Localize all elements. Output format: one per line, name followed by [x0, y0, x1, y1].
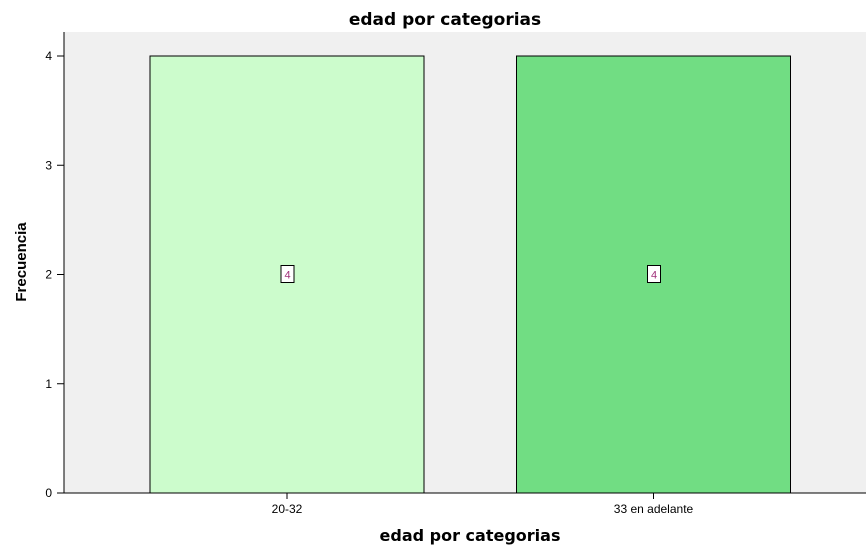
x-tick-label: 33 en adelante: [614, 502, 694, 516]
data-label: 4: [284, 270, 290, 282]
y-tick-label: 2: [45, 268, 52, 282]
x-tick-label: 20-32: [272, 502, 303, 516]
x-axis-title: edad por categorias: [380, 526, 561, 545]
y-tick-label: 1: [45, 377, 52, 391]
data-label: 4: [651, 270, 657, 282]
y-tick-label: 0: [45, 486, 52, 500]
y-tick-label: 4: [45, 49, 52, 63]
x-axis-ticks: 20-32 33 en adelante: [272, 493, 694, 516]
chart-title: edad por categorias: [349, 10, 541, 30]
y-tick-label: 3: [45, 158, 52, 172]
y-axis-ticks: 0 1 2 3 4: [45, 49, 64, 500]
y-axis-title: Frecuencia: [13, 222, 30, 302]
data-label-box: [647, 265, 661, 283]
data-label-box: [280, 265, 295, 283]
